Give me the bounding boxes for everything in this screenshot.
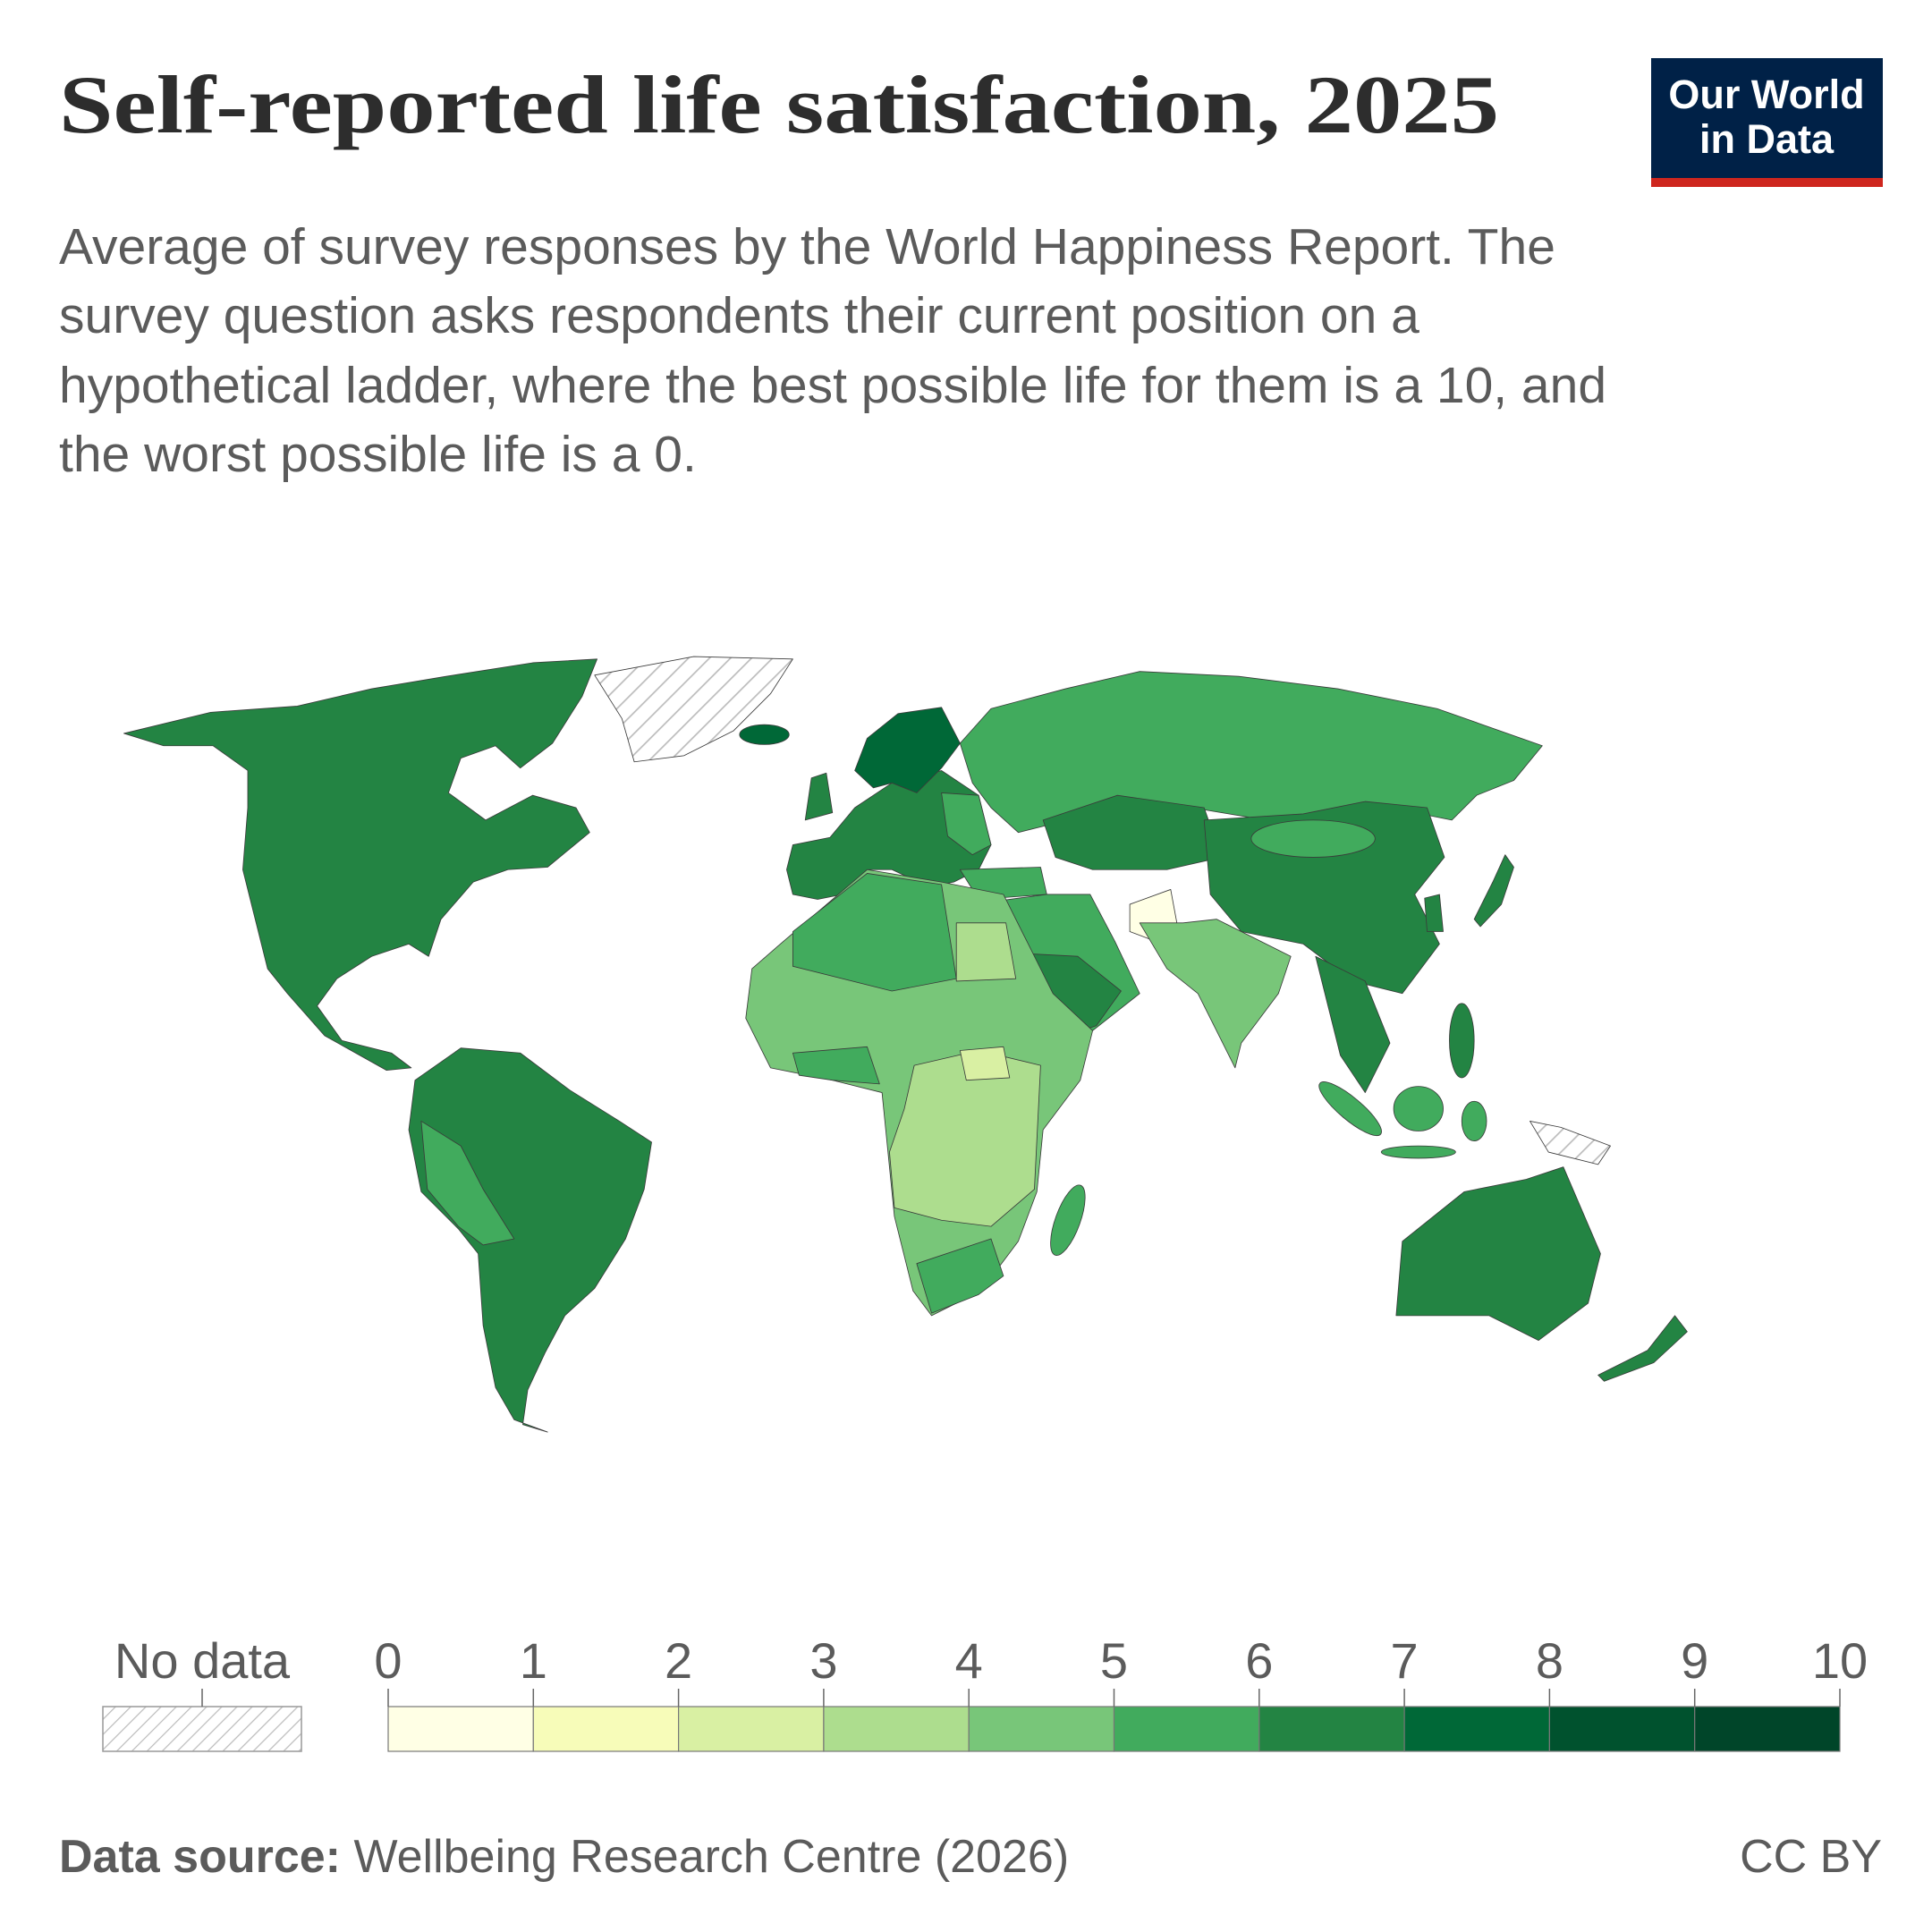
source: Data source: Wellbeing Research Centre (… <box>59 1831 1069 1883</box>
legend-bin <box>387 1706 534 1752</box>
legend-bin <box>1694 1706 1841 1752</box>
legend-tick-label: 1 <box>520 1632 547 1689</box>
legend-tick-label: 3 <box>809 1632 837 1689</box>
japan <box>1473 854 1514 928</box>
source-label: Data source: <box>59 1831 341 1883</box>
logo-bar <box>1651 178 1883 187</box>
madagascar <box>1050 1184 1086 1256</box>
legend-tick-label: 6 <box>1245 1632 1273 1689</box>
central-asia <box>1042 794 1223 870</box>
license: CC BY <box>1740 1831 1882 1883</box>
no-data-label: No data <box>114 1632 291 1689</box>
central-africa <box>889 1050 1041 1227</box>
india <box>1139 919 1292 1069</box>
legend-bin <box>1258 1706 1405 1752</box>
subtitle-line: the worst possible life is a 0. <box>59 426 697 483</box>
philippines <box>1449 1003 1475 1079</box>
mongolia <box>1250 819 1376 858</box>
new-guinea <box>1530 1121 1611 1165</box>
legend-tick-label: 10 <box>1812 1632 1868 1689</box>
scandinavia <box>854 707 961 793</box>
south-sudan <box>959 1046 1011 1081</box>
title: Self-reported life satisfaction, 2025 <box>59 59 1499 150</box>
west-africa <box>792 1046 880 1085</box>
legend-tick-label: 5 <box>1100 1632 1128 1689</box>
legend-tick-label: 0 <box>374 1632 402 1689</box>
north-america <box>123 658 597 1072</box>
java <box>1380 1145 1456 1159</box>
sulawesi <box>1461 1100 1487 1142</box>
uk <box>804 772 834 821</box>
greenland <box>594 656 793 763</box>
subtitle: Average of survey responses by the World… <box>59 218 1606 483</box>
legend-tick-label: 9 <box>1681 1632 1708 1689</box>
legend-bin <box>1548 1706 1696 1752</box>
subtitle-line: hypothetical ladder, where the best poss… <box>59 357 1606 414</box>
iceland <box>739 724 790 745</box>
source-text: Wellbeing Research Centre (2026) <box>353 1831 1069 1883</box>
legend-bin <box>968 1706 1115 1752</box>
australia <box>1395 1166 1601 1341</box>
borneo <box>1393 1086 1444 1131</box>
legend-tick-label: 2 <box>665 1632 692 1689</box>
legend-tick-label: 7 <box>1391 1632 1419 1689</box>
world-map <box>123 656 1688 1433</box>
subtitle-line: Average of survey responses by the World… <box>59 218 1555 275</box>
legend-bin <box>1403 1706 1550 1752</box>
logo: Our World in Data <box>1651 58 1883 187</box>
eastern-europe <box>941 792 992 856</box>
legend-bin <box>1113 1706 1260 1752</box>
legend-tick-label: 4 <box>955 1632 983 1689</box>
no-data-swatch <box>102 1706 302 1752</box>
legend-tick-label: 8 <box>1536 1632 1563 1689</box>
logo-box <box>1651 58 1883 178</box>
sumatra <box>1318 1081 1382 1137</box>
legend: No data 0 1 2 3 4 5 6 7 8 9 10 <box>102 1632 1868 1752</box>
southeast-asia <box>1315 955 1391 1093</box>
legend-bin <box>823 1706 970 1752</box>
egypt <box>955 922 1017 982</box>
legend-bin <box>532 1706 680 1752</box>
new-zealand <box>1597 1315 1688 1382</box>
logo-text: Our World <box>1668 72 1864 117</box>
logo-text: in Data <box>1699 116 1835 162</box>
southern-africa <box>916 1238 1004 1314</box>
russia <box>959 671 1543 834</box>
andes <box>420 1121 515 1246</box>
korea <box>1424 894 1444 932</box>
subtitle-line: survey question asks respondents their c… <box>59 287 1419 344</box>
south-america <box>408 1047 652 1433</box>
legend-bin <box>677 1706 825 1752</box>
